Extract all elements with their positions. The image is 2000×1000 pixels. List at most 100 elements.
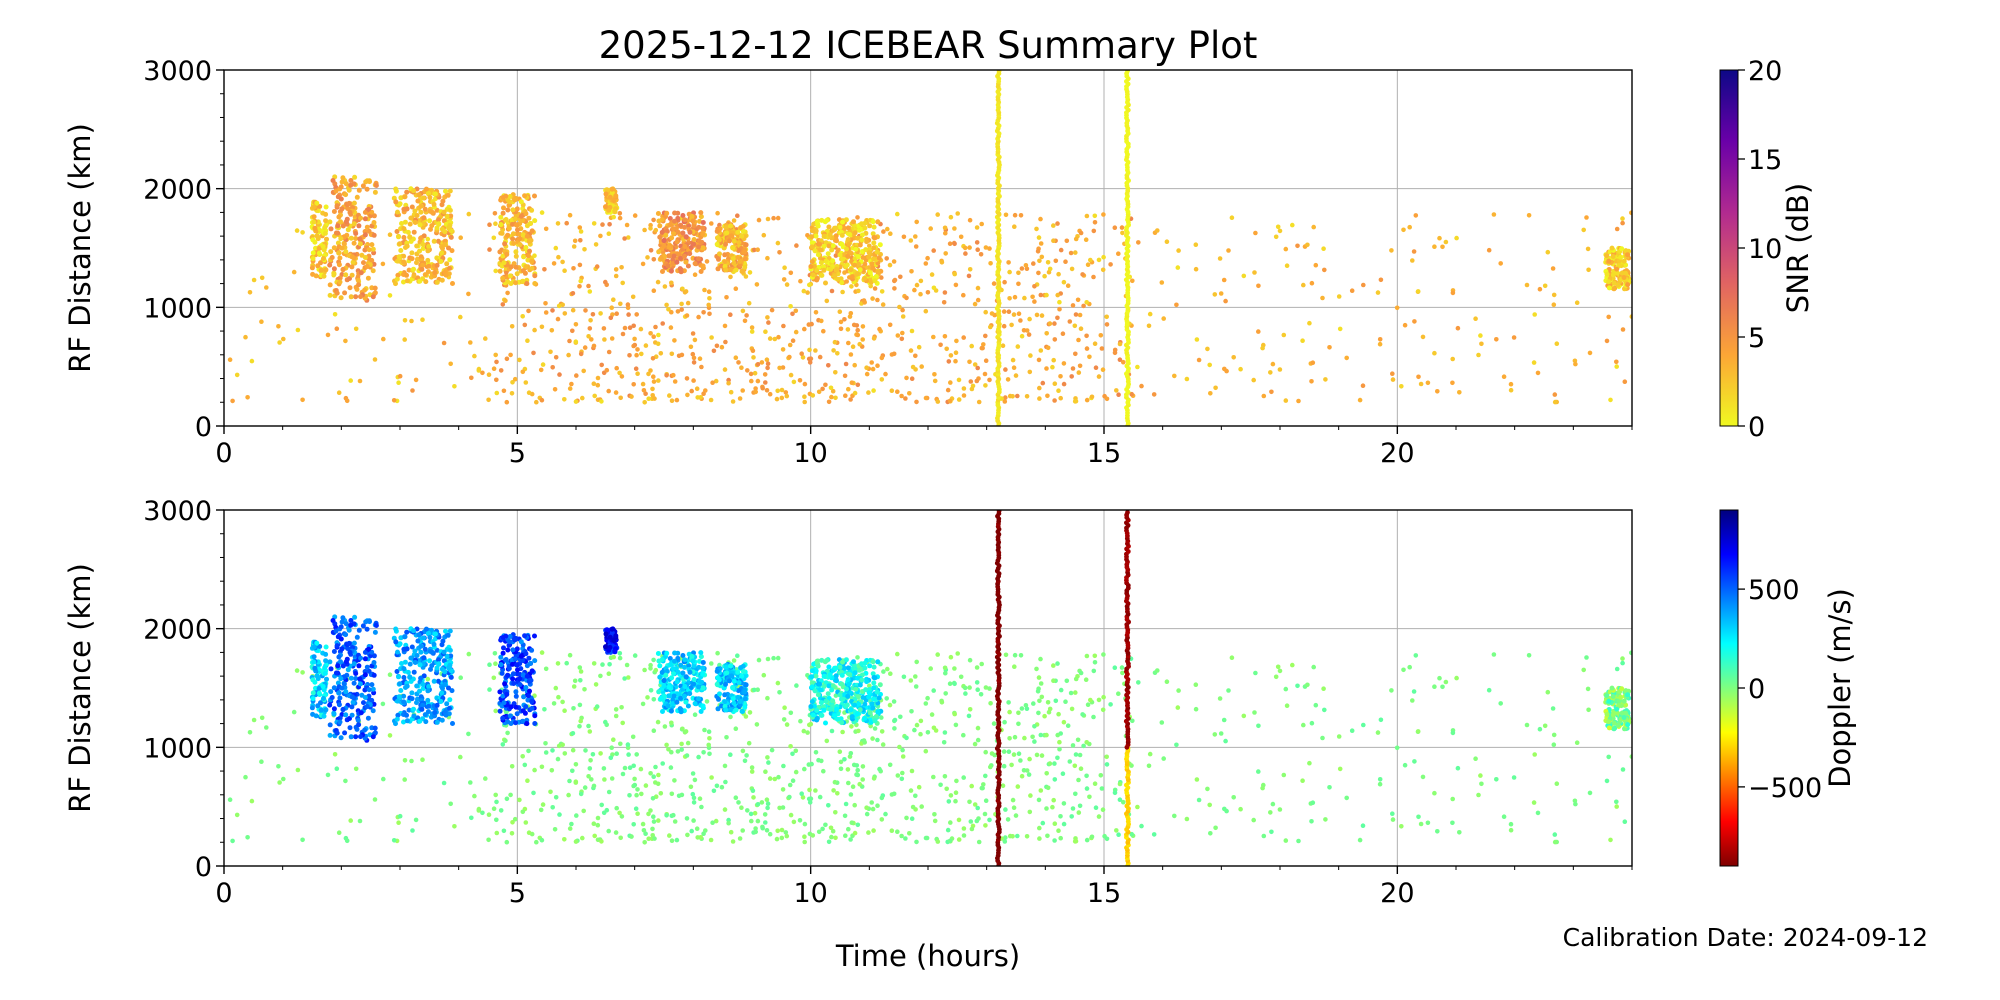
data-point (1073, 676, 1079, 682)
data-point (943, 670, 948, 676)
data-point (1614, 266, 1620, 272)
data-point (735, 213, 740, 218)
data-point (1623, 262, 1629, 268)
data-point (395, 712, 401, 718)
data-point (631, 323, 636, 329)
data-point (832, 779, 838, 785)
data-point (1155, 668, 1160, 673)
data-point (907, 831, 912, 836)
data-point (1056, 711, 1061, 717)
data-point (393, 639, 399, 645)
data-point (331, 271, 337, 277)
data-point (436, 221, 442, 227)
data-point (1044, 331, 1049, 336)
data-point (311, 644, 317, 650)
data-point (777, 690, 782, 695)
data-point (737, 836, 743, 841)
data-point (696, 256, 702, 262)
data-point (294, 228, 300, 233)
data-point (291, 709, 297, 715)
data-point (707, 296, 712, 301)
data-point (571, 684, 577, 689)
data-point (793, 329, 799, 335)
data-point (600, 662, 605, 667)
data-point (1629, 650, 1632, 656)
data-point (524, 233, 530, 239)
data-point (634, 352, 639, 358)
data-point (670, 261, 676, 267)
data-point (362, 672, 368, 678)
data-point (1070, 366, 1076, 371)
data-point (833, 835, 838, 841)
data-point (606, 207, 612, 213)
data-point (680, 726, 685, 732)
data-point (1112, 790, 1118, 796)
data-point (402, 194, 408, 200)
data-point (909, 816, 915, 821)
data-point (622, 765, 628, 771)
data-point (1069, 374, 1074, 379)
data-point (351, 200, 357, 206)
data-point (918, 291, 923, 297)
data-point (356, 627, 362, 633)
data-point (360, 623, 366, 629)
data-point (1055, 315, 1060, 321)
data-point (503, 738, 508, 743)
data-point (327, 659, 333, 665)
data-point (599, 362, 604, 368)
data-point (1076, 370, 1082, 375)
data-point (553, 685, 559, 691)
data-point (409, 318, 414, 324)
data-point (685, 263, 691, 269)
data-point (766, 320, 771, 325)
data-point (879, 715, 884, 720)
data-point (300, 670, 305, 675)
data-point (347, 725, 353, 731)
data-point (633, 806, 639, 811)
data-point (1194, 337, 1200, 342)
data-point (447, 705, 452, 711)
data-point (1052, 381, 1058, 387)
data-point (499, 230, 505, 236)
data-point (1344, 355, 1349, 361)
data-point (1323, 817, 1328, 822)
data-point (820, 826, 825, 832)
data-point (571, 706, 576, 711)
data-point (550, 748, 555, 753)
data-point (1425, 820, 1431, 826)
data-point (810, 833, 816, 838)
data-point (1184, 376, 1190, 382)
data-point (1552, 839, 1558, 845)
data-point (1270, 361, 1276, 367)
data-point (690, 771, 696, 776)
data-point (891, 351, 897, 357)
data-point (682, 224, 687, 230)
data-point (1361, 722, 1366, 728)
data-point (347, 209, 353, 215)
data-point (311, 204, 317, 210)
data-point (1096, 257, 1102, 263)
data-point (345, 206, 351, 211)
data-point (334, 326, 340, 332)
data-point (1455, 325, 1461, 331)
data-point (1073, 791, 1078, 797)
data-point (780, 347, 786, 352)
data-point (765, 656, 771, 662)
data-point (543, 226, 549, 232)
data-point (1052, 838, 1057, 843)
data-point (829, 288, 835, 294)
data-point (401, 675, 407, 680)
data-point (1038, 348, 1044, 353)
data-point (1072, 763, 1078, 769)
data-point (780, 805, 786, 810)
data-point (943, 691, 948, 696)
data-point (625, 742, 631, 747)
data-point (397, 241, 403, 247)
data-point (595, 375, 601, 381)
data-point (553, 355, 559, 360)
data-point (1390, 817, 1396, 822)
data-point (782, 705, 787, 710)
data-point (1155, 228, 1160, 233)
data-point (987, 817, 992, 823)
data-point (1052, 777, 1058, 782)
